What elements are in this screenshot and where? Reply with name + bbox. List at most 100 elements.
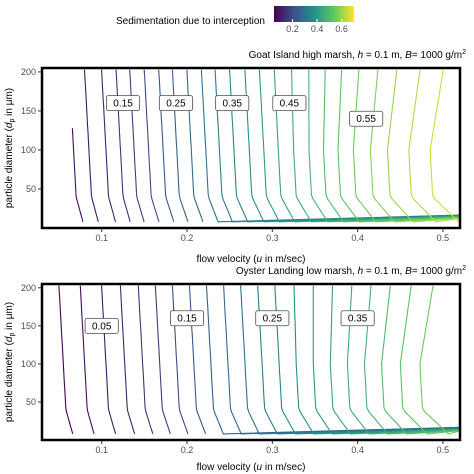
contour-line [352,69,460,223]
contour-line [308,69,460,223]
contour-line [214,69,460,223]
contour-line [200,69,460,223]
y-axis-ticks: 50 100 150 200 [21,67,41,194]
contour-line [273,69,460,223]
contour-line [115,69,131,222]
contour-line [158,69,175,222]
contour-line [143,69,160,222]
colorbar [274,6,354,22]
contour-line [223,285,460,435]
contour-label-box [272,95,307,112]
contour-line [58,285,74,435]
y-tick-label: 150 [21,321,36,331]
contour-line [186,69,204,222]
contour-line [171,285,189,435]
contour-line [83,69,99,222]
x-tick-label: 0.2 [181,233,194,243]
panel-oyster-landing: Oyster Landing low marsh, h = 0.1 m, B= … [4,265,466,473]
y-tick-label: 50 [26,397,36,407]
contour-label-box [106,95,141,112]
legend: Sedimentation due to interception 0.2 0.4… [116,6,354,34]
plot-frame [40,66,462,230]
contour-line [329,285,460,435]
x-tick-label: 0.1 [95,233,108,243]
contour-label: 0.25 [255,310,290,327]
legend-title: Sedimentation due to interception [116,16,265,27]
y-axis-ticks: 50 100 150 200 [21,283,41,407]
contour-label-text: 0.15 [113,99,133,110]
x-axis-ticks: 0.1 0.2 0.3 0.4 0.5 [95,229,449,243]
contour-label-box [349,110,384,127]
y-tick-label: 200 [21,283,36,293]
contour-label-box [255,310,290,327]
contour-label: 0.55 [349,110,384,127]
plot-frame [40,282,462,442]
contour-label-text: 0.35 [222,99,242,110]
contour-label-text: 0.25 [263,314,283,325]
colorbar-tick-label: 0.4 [311,24,324,34]
contour-label: 0.25 [158,95,193,112]
contour-line [137,285,154,435]
panel-goat-island: Goat Island high marsh, h = 0.1 m, B= 10… [4,49,466,265]
x-tick-label: 0.4 [351,445,364,455]
colorbar-tick-label: 0.6 [335,24,348,34]
x-tick-label: 0.1 [95,445,108,455]
contour-label-box [170,310,205,327]
contour-line [171,69,189,222]
contour-label-text: 0.25 [166,99,186,110]
contour-line [258,69,460,223]
colorbar-tick-label: 0.2 [286,24,299,34]
contour-label-text: 0.55 [356,114,376,125]
panel-title: Oyster Landing low marsh, h = 0.1 m, B= … [236,265,466,277]
contour-line [101,285,117,435]
contour-label-box [158,95,193,112]
contour-line [293,285,460,435]
y-tick-label: 150 [21,106,36,116]
x-axis-ticks: 0.1 0.2 0.3 0.4 0.5 [95,441,449,455]
contour-labels: 0.05 0.15 0.25 0.35 [84,310,375,334]
contour-line [381,285,460,435]
contour-label: 0.15 [170,310,205,327]
contour-label: 0.45 [272,95,307,112]
x-tick-label: 0.5 [437,233,450,243]
contour-line [274,285,460,435]
contour-lines [58,285,460,435]
contour-label-text: 0.45 [280,99,300,110]
x-axis-title: flow velocity (u in m/sec) [197,254,306,265]
contour-line [322,69,460,223]
contour-labels: 0.15 0.25 0.35 0.45 0.55 [106,95,384,127]
contour-line [101,69,117,222]
contour-line [386,69,460,223]
panel-title: Goat Island high marsh, h = 0.1 m, B= 10… [249,49,466,61]
contour-line [399,285,460,435]
contour-label: 0.05 [84,317,119,334]
contour-line [79,285,95,435]
contour-line [244,69,460,223]
contour-line [408,69,460,223]
y-tick-label: 200 [21,67,36,77]
contour-line [429,69,460,223]
contour-line [369,69,460,223]
contour-line [205,285,460,435]
y-axis-title: particle diameter (dp in μm) [4,88,16,208]
x-tick-label: 0.5 [437,445,450,455]
y-tick-label: 100 [21,359,36,369]
contour-lines [71,69,460,223]
contour-label-text: 0.05 [92,321,112,332]
colorbar-ticks: 0.2 0.4 0.6 [286,19,348,34]
y-tick-label: 100 [21,145,36,155]
x-tick-label: 0.3 [266,233,279,243]
contour-line [119,285,136,435]
contour-label-box [340,310,375,327]
contour-line [337,69,460,223]
contour-line [188,285,207,435]
contour-line [154,285,171,435]
contour-label-box [84,317,119,334]
x-tick-label: 0.3 [266,445,279,455]
x-tick-label: 0.2 [181,445,194,455]
contour-line [419,285,460,435]
contour-line [363,285,460,435]
contour-label: 0.35 [340,310,375,327]
y-tick-label: 50 [26,184,36,194]
